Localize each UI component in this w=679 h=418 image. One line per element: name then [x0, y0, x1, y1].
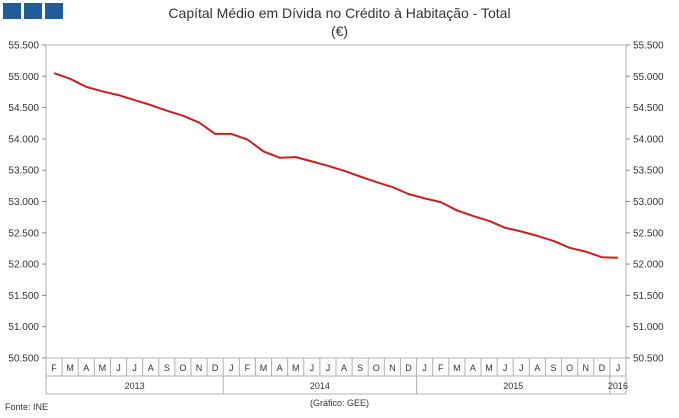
- month-tick-label: F: [245, 363, 251, 373]
- y-tick-label-left: 54.000: [8, 134, 39, 145]
- y-tick-label-right: 53.500: [633, 166, 664, 177]
- y-tick-label-right: 55.500: [633, 41, 664, 52]
- y-tick-label-left: 50.500: [8, 354, 39, 365]
- month-tick-label: A: [341, 363, 347, 373]
- month-tick-label: J: [326, 363, 331, 373]
- y-tick-label-right: 51.000: [633, 322, 664, 333]
- year-tick-label: 2014: [310, 381, 330, 391]
- y-tick-label-right: 51.500: [633, 291, 664, 302]
- y-tick-label-left: 54.500: [8, 103, 39, 114]
- month-tick-label: D: [599, 363, 606, 373]
- y-tick-label-left: 53.500: [8, 166, 39, 177]
- y-tick-label-left: 51.500: [8, 291, 39, 302]
- month-tick-label: M: [453, 363, 461, 373]
- month-tick-label: J: [132, 363, 137, 373]
- y-tick-label-right: 55.000: [633, 72, 664, 83]
- chart-credit: (Gráfico: GEE): [309, 398, 369, 408]
- y-tick-label-left: 52.500: [8, 228, 39, 239]
- ine-logo: [3, 3, 63, 19]
- month-tick-label: O: [179, 363, 186, 373]
- month-tick-label: J: [310, 363, 315, 373]
- month-tick-label: D: [405, 363, 412, 373]
- month-tick-label: A: [148, 363, 154, 373]
- year-tick-label: 2016: [608, 381, 628, 391]
- chart-title: Capítal Médio em Dívida no Crédito à Hab…: [168, 5, 511, 21]
- month-tick-label: J: [519, 363, 524, 373]
- y-tick-label-right: 52.000: [633, 260, 664, 271]
- month-tick-label: M: [292, 363, 300, 373]
- month-tick-label: F: [51, 363, 57, 373]
- month-tick-label: M: [66, 363, 74, 373]
- month-tick-label: O: [566, 363, 573, 373]
- month-tick-label: J: [503, 363, 508, 373]
- y-tick-label-right: 52.500: [633, 228, 664, 239]
- series-line: [53, 72, 618, 259]
- month-tick-label: N: [389, 363, 396, 373]
- month-tick-label: J: [422, 363, 427, 373]
- logo-block-icon: [24, 3, 42, 19]
- month-tick-label: S: [357, 363, 363, 373]
- month-tick-label: J: [616, 363, 621, 373]
- y-tick-label-right: 54.500: [633, 103, 664, 114]
- month-tick-label: A: [277, 363, 283, 373]
- chart-title-block: Capítal Médio em Dívida no Crédito à Hab…: [0, 4, 679, 40]
- year-tick-label: 2013: [125, 381, 145, 391]
- year-tick-label: 2015: [503, 381, 523, 391]
- month-tick-label: O: [373, 363, 380, 373]
- month-tick-label: A: [534, 363, 540, 373]
- month-tick-label: S: [550, 363, 556, 373]
- y-tick-label-left: 55.500: [8, 41, 39, 52]
- month-tick-label: N: [582, 363, 589, 373]
- month-tick-label: A: [470, 363, 476, 373]
- month-tick-label: S: [164, 363, 170, 373]
- month-tick-label: A: [83, 363, 89, 373]
- y-tick-label-left: 52.000: [8, 260, 39, 271]
- month-tick-label: J: [116, 363, 121, 373]
- y-tick-label-right: 53.000: [633, 197, 664, 208]
- month-tick-label: M: [485, 363, 493, 373]
- month-tick-label: F: [438, 363, 444, 373]
- source-note: Fonte: INE: [5, 402, 49, 412]
- month-tick-label: J: [229, 363, 234, 373]
- month-tick-label: M: [99, 363, 107, 373]
- y-tick-label-right: 54.000: [633, 134, 664, 145]
- plot-frame: [45, 44, 627, 359]
- month-tick-label: N: [196, 363, 203, 373]
- logo-block-icon: [45, 3, 63, 19]
- chart-subtitle: (€): [330, 23, 349, 39]
- y-tick-label-left: 51.000: [8, 322, 39, 333]
- y-tick-label-left: 53.000: [8, 197, 39, 208]
- month-tick-label: M: [260, 363, 268, 373]
- y-tick-label-right: 50.500: [633, 354, 664, 365]
- month-tick-label: D: [212, 363, 219, 373]
- logo-block-icon: [3, 3, 21, 19]
- y-tick-label-left: 55.000: [8, 72, 39, 83]
